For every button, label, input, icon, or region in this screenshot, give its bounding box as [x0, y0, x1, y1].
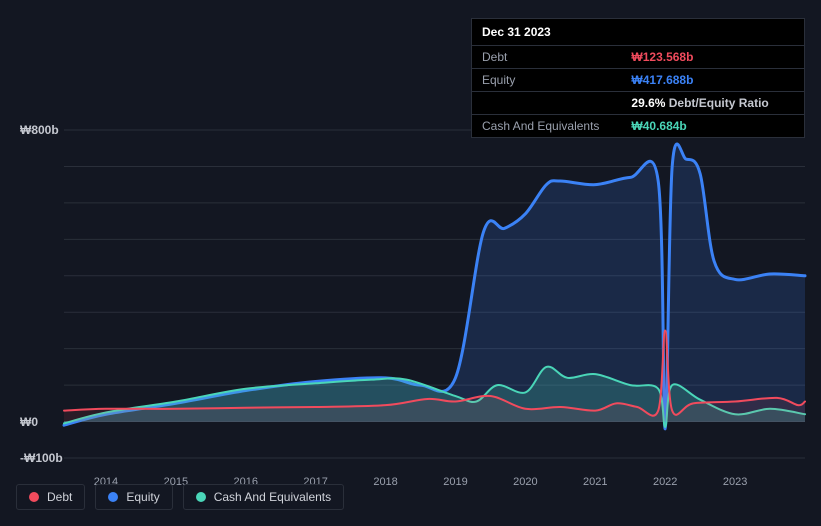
x-axis-label: 2019: [443, 476, 467, 488]
x-axis-label: 2023: [723, 476, 747, 488]
legend-dot: [29, 492, 39, 502]
legend-item-debt[interactable]: Debt: [16, 484, 85, 510]
legend-dot: [196, 492, 206, 502]
y-axis-label: -₩100b: [20, 451, 63, 465]
chart-tooltip: Dec 31 2023 Debt₩123.568bEquity₩417.688b…: [471, 18, 805, 138]
tooltip-date: Dec 31 2023: [472, 19, 804, 45]
legend-item-equity[interactable]: Equity: [95, 484, 172, 510]
tooltip-value: ₩40.684b: [621, 115, 804, 138]
legend-label: Cash And Equivalents: [214, 490, 331, 504]
tooltip-value: ₩123.568b: [621, 46, 804, 69]
legend-item-cash[interactable]: Cash And Equivalents: [183, 484, 344, 510]
chart-svg: [16, 120, 805, 466]
tooltip-value: 29.6% Debt/Equity Ratio: [621, 92, 804, 115]
tooltip-rows: Debt₩123.568bEquity₩417.688b29.6% Debt/E…: [472, 45, 804, 137]
x-axis-label: 2021: [583, 476, 607, 488]
x-axis-label: 2022: [653, 476, 677, 488]
x-axis-label: 2018: [373, 476, 397, 488]
y-axis-label: ₩800b: [20, 123, 59, 137]
x-axis-label: 2020: [513, 476, 537, 488]
tooltip-value: ₩417.688b: [621, 69, 804, 92]
y-axis-label: ₩0: [20, 415, 38, 429]
legend-label: Debt: [47, 490, 72, 504]
tooltip-key: [472, 92, 621, 115]
chart-area: ₩800b₩0-₩100b201420152016201720182019202…: [16, 120, 805, 466]
tooltip-key: Equity: [472, 69, 621, 92]
legend-label: Equity: [126, 490, 159, 504]
tooltip-key: Debt: [472, 46, 621, 69]
legend: Debt Equity Cash And Equivalents: [16, 484, 344, 510]
legend-dot: [108, 492, 118, 502]
tooltip-key: Cash And Equivalents: [472, 115, 621, 138]
